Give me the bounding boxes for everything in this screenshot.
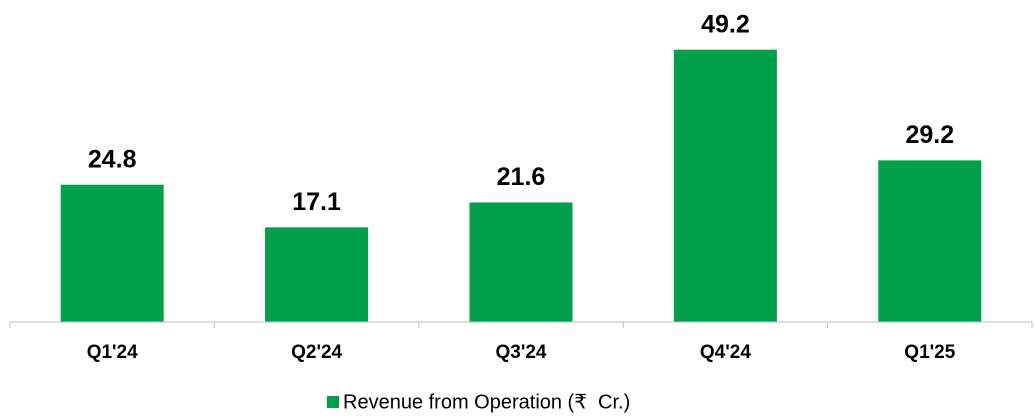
- x-tick-label: Q1'25: [904, 342, 955, 363]
- bar: [60, 184, 164, 322]
- legend-label: Revenue from Operation (₹ Cr.): [343, 391, 630, 413]
- value-label: 21.6: [497, 163, 546, 191]
- x-tick-label: Q1'24: [87, 342, 138, 363]
- value-label: 29.2: [905, 121, 954, 149]
- bar: [265, 227, 369, 322]
- legend-swatch: [327, 396, 339, 408]
- bar: [673, 49, 777, 322]
- x-tick-label: Q3'24: [496, 342, 547, 363]
- x-tick-label: Q2'24: [291, 342, 342, 363]
- value-label: 49.2: [701, 10, 750, 38]
- bar: [878, 160, 982, 322]
- value-label: 24.8: [88, 145, 137, 173]
- x-tick-label: Q4'24: [700, 342, 751, 363]
- bar: [469, 202, 573, 322]
- value-label: 17.1: [292, 188, 341, 216]
